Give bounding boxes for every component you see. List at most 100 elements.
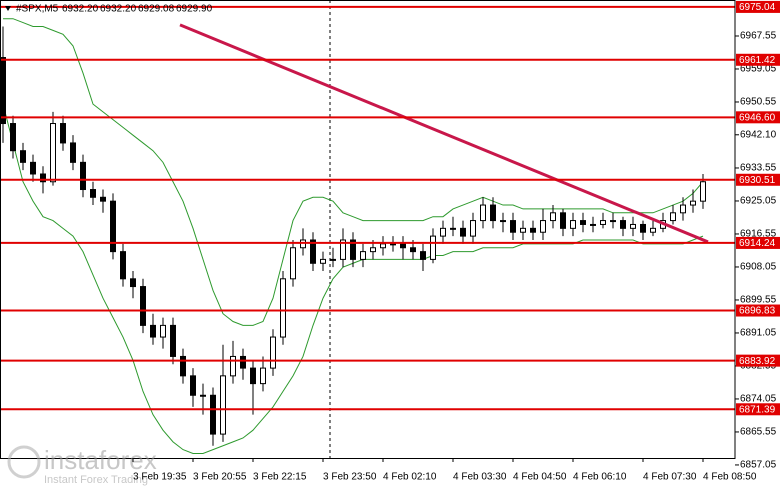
level-label: 6871.39 xyxy=(739,404,776,415)
x-tick-label: 3 Feb 19:35 xyxy=(133,472,187,483)
level-label-box xyxy=(736,236,780,249)
candle-body xyxy=(500,220,506,223)
level-label: 6896.83 xyxy=(739,306,776,317)
candle-body xyxy=(370,247,376,253)
candle-body xyxy=(90,189,96,198)
candle-body xyxy=(690,200,696,206)
menu-arrow xyxy=(5,6,11,11)
candle-body xyxy=(440,227,446,237)
y-tick-label: 6899.55 xyxy=(740,295,777,306)
candle-body xyxy=(150,324,156,338)
brand: instaforex xyxy=(44,445,157,475)
candle-body xyxy=(220,375,226,435)
y-tick-label: 6874.05 xyxy=(740,394,777,405)
level-label-box xyxy=(736,0,780,13)
x-tick-label: 3 Feb 20:55 xyxy=(193,472,247,483)
candle-body xyxy=(380,243,386,249)
candle-body xyxy=(700,181,706,202)
candle-body xyxy=(120,251,126,280)
candle-body xyxy=(80,161,86,191)
candle-body xyxy=(480,204,486,222)
y-tick-label: 6967.55 xyxy=(740,31,777,42)
candle-body xyxy=(680,204,686,214)
candle-body xyxy=(190,375,196,396)
level-label: 6883.92 xyxy=(739,356,776,367)
level-label-box xyxy=(736,354,780,367)
candle-body xyxy=(670,212,676,222)
candle-body xyxy=(400,243,406,249)
header-low: 6929.08 xyxy=(138,4,175,15)
level-label-box xyxy=(736,111,780,124)
candle-body xyxy=(100,196,106,202)
candle-body xyxy=(210,394,216,435)
level-label-box xyxy=(736,53,780,66)
candle-body xyxy=(10,123,16,152)
header-close: 6929.90 xyxy=(176,4,213,15)
candle-body xyxy=(60,123,66,144)
band-upper xyxy=(3,18,704,326)
candle-body xyxy=(280,278,286,338)
candle-body xyxy=(20,150,26,163)
y-tick-label: 6908.05 xyxy=(740,262,777,273)
candle-body xyxy=(330,258,336,261)
candle-body xyxy=(70,142,76,163)
candle-body xyxy=(410,247,416,253)
level-label: 6961.42 xyxy=(739,55,776,66)
watermark: instaforex Instant Forex Trading xyxy=(7,445,157,486)
candle-body xyxy=(630,223,636,229)
candle-body xyxy=(290,247,296,280)
candle-body xyxy=(550,212,556,222)
candle-body xyxy=(460,227,466,237)
x-tick-label: 4 Feb 07:30 xyxy=(643,472,697,483)
candle-body xyxy=(360,251,366,260)
level-label: 6946.60 xyxy=(739,112,776,123)
x-tick-label: 3 Feb 23:50 xyxy=(323,472,377,483)
candle-body xyxy=(160,324,166,338)
candle-body xyxy=(450,227,456,230)
x-tick-label: 4 Feb 03:30 xyxy=(453,472,507,483)
candle-body xyxy=(260,367,266,385)
candle-body xyxy=(590,223,596,226)
y-tick-label: 6865.55 xyxy=(740,427,777,438)
candle-body xyxy=(130,278,136,288)
x-tick-label: 4 Feb 04:50 xyxy=(513,472,567,483)
candle-body xyxy=(510,220,516,233)
y-tick-label: 6942.10 xyxy=(740,129,777,140)
candle-body xyxy=(580,220,586,225)
candle-body xyxy=(40,173,46,183)
candle-body xyxy=(140,286,146,326)
y-tick-label: 6857.05 xyxy=(740,460,777,471)
trendline xyxy=(179,23,709,244)
candle-body xyxy=(30,161,36,175)
candle-body xyxy=(620,220,626,229)
candle-body xyxy=(240,355,246,369)
candle-body xyxy=(250,367,256,385)
y-tick-label: 6891.05 xyxy=(740,328,777,339)
x-tick-label: 4 Feb 02:10 xyxy=(383,472,437,483)
x-tick-label: 4 Feb 06:10 xyxy=(573,472,627,483)
candle-body xyxy=(270,336,276,369)
level-label: 6975.04 xyxy=(739,2,776,13)
header-high: 6932.20 xyxy=(100,4,137,15)
level-label: 6914.24 xyxy=(739,238,776,249)
candle-body xyxy=(180,355,186,377)
candle-body xyxy=(650,227,656,233)
tagline: Instant Forex Trading xyxy=(44,474,148,486)
level-label-box xyxy=(736,304,780,317)
candle-body xyxy=(0,57,6,125)
candle-body xyxy=(230,355,236,377)
candle-body xyxy=(530,227,536,233)
symbol: #SPX,M5 xyxy=(16,4,59,15)
x-tick-label: 4 Feb 08:50 xyxy=(703,472,757,483)
candle-body xyxy=(610,220,616,223)
candle-body xyxy=(310,239,316,264)
x-tick-label: 3 Feb 22:15 xyxy=(253,472,307,483)
plot-area xyxy=(0,5,735,454)
y-tick-label: 6916.55 xyxy=(740,229,777,240)
y-tick-label: 6933.55 xyxy=(740,163,777,174)
y-tick-label: 6959.05 xyxy=(740,64,777,75)
candle-body xyxy=(340,239,346,260)
logo-icon xyxy=(7,445,41,479)
candle-body xyxy=(110,200,116,253)
